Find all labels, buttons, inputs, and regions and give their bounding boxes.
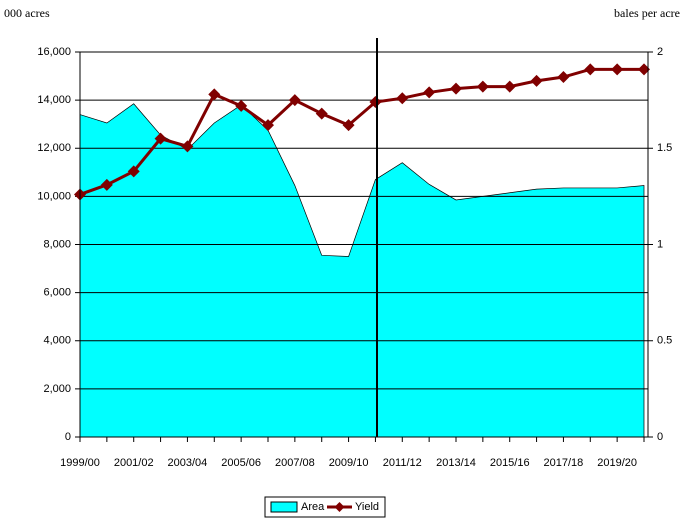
yield-marker [450, 82, 462, 95]
y2-tick-label: 1.5 [657, 142, 672, 154]
yield-marker [638, 63, 650, 76]
y-tick-label: 16,000 [37, 46, 71, 58]
y2-axis-title: bales per acre [614, 6, 680, 20]
x-tick-label: 1999/00 [60, 457, 100, 469]
x-tick-label: 2009/10 [329, 457, 369, 469]
x-tick-label: 2007/08 [275, 457, 315, 469]
legend-marker [334, 502, 345, 512]
yield-marker [503, 80, 516, 93]
yield-marker [315, 107, 328, 120]
yield-marker [235, 99, 248, 112]
yield-marker [423, 86, 436, 99]
legend: Area Yield [264, 496, 386, 518]
x-tick-label: 2017/18 [544, 457, 584, 469]
x-tick-label: 2015/16 [490, 457, 530, 469]
x-tick-label: 2013/14 [436, 457, 476, 469]
yield-marker [611, 63, 624, 76]
x-tick-label: 2003/04 [168, 457, 208, 469]
yield-marker [530, 74, 543, 87]
legend-label: Yield [355, 501, 379, 513]
x-tick-label: 2011/12 [383, 457, 422, 469]
y-tick-label: 0 [65, 431, 71, 443]
y-tick-label: 8,000 [43, 238, 71, 250]
y-tick-label: 4,000 [43, 335, 71, 347]
y-tick-label: 10,000 [37, 190, 71, 202]
x-tick-label: 2005/06 [221, 457, 261, 469]
y-tick-label: 6,000 [43, 287, 71, 299]
yield-marker [262, 119, 274, 132]
yield-marker [127, 165, 140, 178]
yield-marker [369, 96, 382, 109]
yield-marker [181, 140, 194, 153]
y2-tick-label: 1 [657, 238, 663, 250]
yield-line [79, 67, 644, 196]
yield-marker [154, 132, 167, 145]
yield-marker [476, 80, 489, 93]
yield-marker [208, 88, 221, 101]
yield-marker [288, 94, 301, 107]
yield-marker [100, 178, 113, 191]
yield-marker [557, 71, 570, 84]
y2-tick-label: 2 [657, 46, 663, 58]
y-axis-title: 000 acres [4, 6, 50, 20]
y-tick-label: 14,000 [37, 94, 71, 106]
x-tick-label: 2001/02 [114, 457, 154, 469]
x-tick-label: 2019/20 [597, 457, 637, 469]
yield-marker [584, 63, 597, 76]
y-tick-label: 12,000 [37, 142, 71, 154]
area [79, 103, 645, 438]
y-tick-label: 2,000 [43, 383, 71, 395]
yield-marker [396, 92, 409, 105]
legend-swatch [270, 501, 298, 513]
y2-tick-label: 0 [657, 431, 663, 443]
legend-label: Area [301, 501, 325, 513]
y2-tick-label: 0.5 [657, 335, 672, 347]
yield-marker [342, 119, 355, 132]
